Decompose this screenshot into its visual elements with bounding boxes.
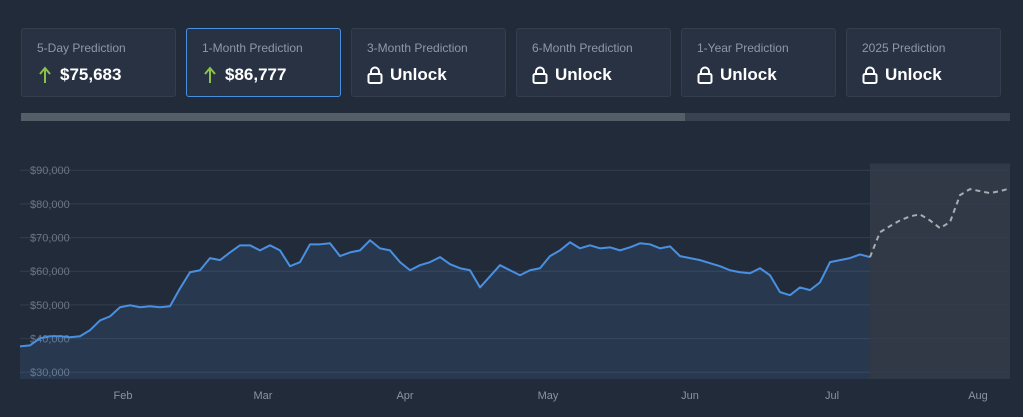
area-fill [20, 240, 870, 379]
card-value: Unlock [532, 65, 612, 85]
y-tick-label: $30,000 [30, 367, 70, 379]
price-line [19, 239, 871, 348]
card-value-text: $75,683 [60, 65, 122, 84]
prediction-card[interactable]: 2025 Prediction Unlock [846, 28, 1001, 97]
prediction-card[interactable]: 1-Month Prediction $86,777 [186, 28, 341, 97]
x-tick-label: Apr [396, 390, 413, 402]
y-tick-label: $80,000 [30, 199, 70, 211]
x-tick-label: Aug [968, 390, 988, 402]
lock-body [532, 73, 548, 84]
lock-body [862, 73, 878, 84]
card-value-text: Unlock [555, 65, 612, 84]
prediction-cards: 5-Day Prediction $75,683 1-Month Predictio… [21, 28, 1001, 97]
card-label: 6-Month Prediction [532, 41, 633, 55]
up-arrow-icon [39, 66, 51, 83]
arrow-shape [204, 66, 216, 83]
up-arrow-icon [204, 66, 216, 83]
card-value: $86,777 [202, 65, 286, 85]
x-tick-label: Jul [825, 390, 839, 402]
forecast-line [869, 187, 1011, 258]
card-value-text: Unlock [390, 65, 447, 84]
lock-icon [697, 66, 713, 84]
x-tick-label: Jun [681, 390, 699, 402]
x-tick-label: Mar [254, 390, 273, 402]
lock-body [367, 73, 383, 84]
card-label: 2025 Prediction [862, 41, 946, 55]
card-label: 1-Month Prediction [202, 41, 303, 55]
card-value-text: Unlock [885, 65, 942, 84]
lock-shackle [865, 66, 875, 74]
prediction-card[interactable]: 3-Month Prediction Unlock [351, 28, 506, 97]
lock-shackle [700, 66, 710, 74]
prediction-card[interactable]: 6-Month Prediction Unlock [516, 28, 671, 97]
x-tick-label: Feb [114, 390, 133, 402]
scrollbar[interactable] [21, 113, 1010, 121]
y-tick-label: $60,000 [30, 266, 70, 278]
card-value-text: $86,777 [225, 65, 287, 84]
card-value: Unlock [697, 65, 777, 85]
lock-icon [862, 66, 878, 84]
x-tick-label: May [538, 390, 559, 402]
card-value: $75,683 [37, 65, 121, 85]
card-label: 1-Year Prediction [697, 41, 789, 55]
card-label: 3-Month Prediction [367, 41, 468, 55]
card-value: Unlock [367, 65, 447, 85]
lock-shackle [370, 66, 380, 74]
card-value: Unlock [862, 65, 942, 85]
lock-icon [367, 66, 383, 84]
y-tick-label: $90,000 [30, 165, 70, 177]
y-tick-label: $70,000 [30, 232, 70, 244]
card-label: 5-Day Prediction [37, 41, 126, 55]
prediction-card[interactable]: 1-Year Prediction Unlock [681, 28, 836, 97]
y-tick-label: $50,000 [30, 300, 70, 312]
arrow-shape [39, 66, 51, 83]
lock-body [697, 73, 713, 84]
lock-icon [532, 66, 548, 84]
lock-shackle [535, 66, 545, 74]
card-value-text: Unlock [720, 65, 777, 84]
prediction-card[interactable]: 5-Day Prediction $75,683 [21, 28, 176, 97]
scroll-thumb[interactable] [21, 113, 685, 121]
